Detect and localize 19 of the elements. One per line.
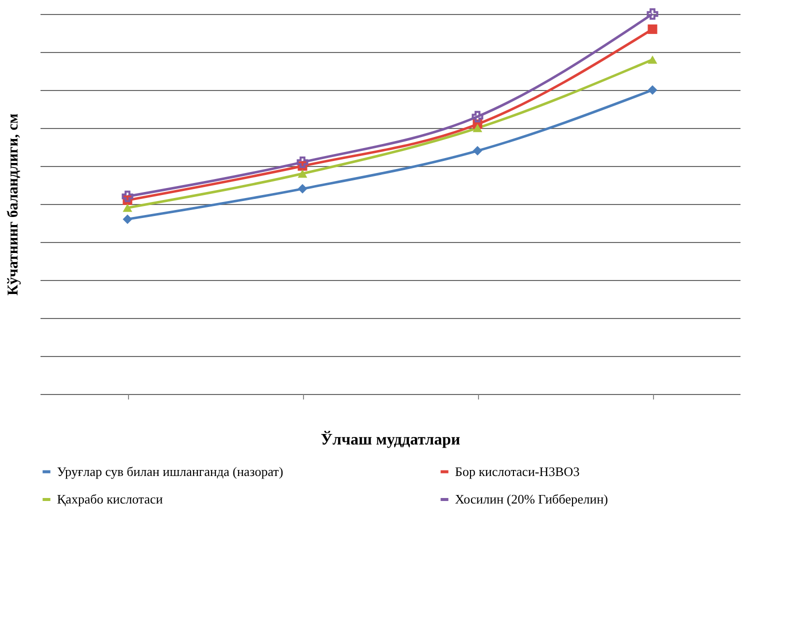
point xyxy=(648,55,658,64)
y-axis-title: Кўчатнинг баландлиги, см xyxy=(6,114,22,296)
point xyxy=(472,124,482,132)
point xyxy=(122,204,132,212)
point xyxy=(472,146,482,156)
point xyxy=(122,190,134,202)
legend-label: Қахрабо кислотаси xyxy=(57,492,163,506)
point xyxy=(472,110,484,122)
legend-label: Бор кислотаси-H3BO3 xyxy=(455,464,580,479)
point xyxy=(648,85,658,95)
point xyxy=(648,24,658,34)
point xyxy=(646,8,658,20)
point xyxy=(296,156,308,168)
point xyxy=(298,169,308,178)
point xyxy=(298,184,308,194)
legend-label: Хосилин (20% Гибберелин) xyxy=(455,492,608,506)
legend-label: Уруғлар сув билан ишланганда (назорат) xyxy=(57,464,284,479)
point xyxy=(122,214,132,224)
x-axis-title: Ўлчаш муддатлари xyxy=(320,430,460,448)
